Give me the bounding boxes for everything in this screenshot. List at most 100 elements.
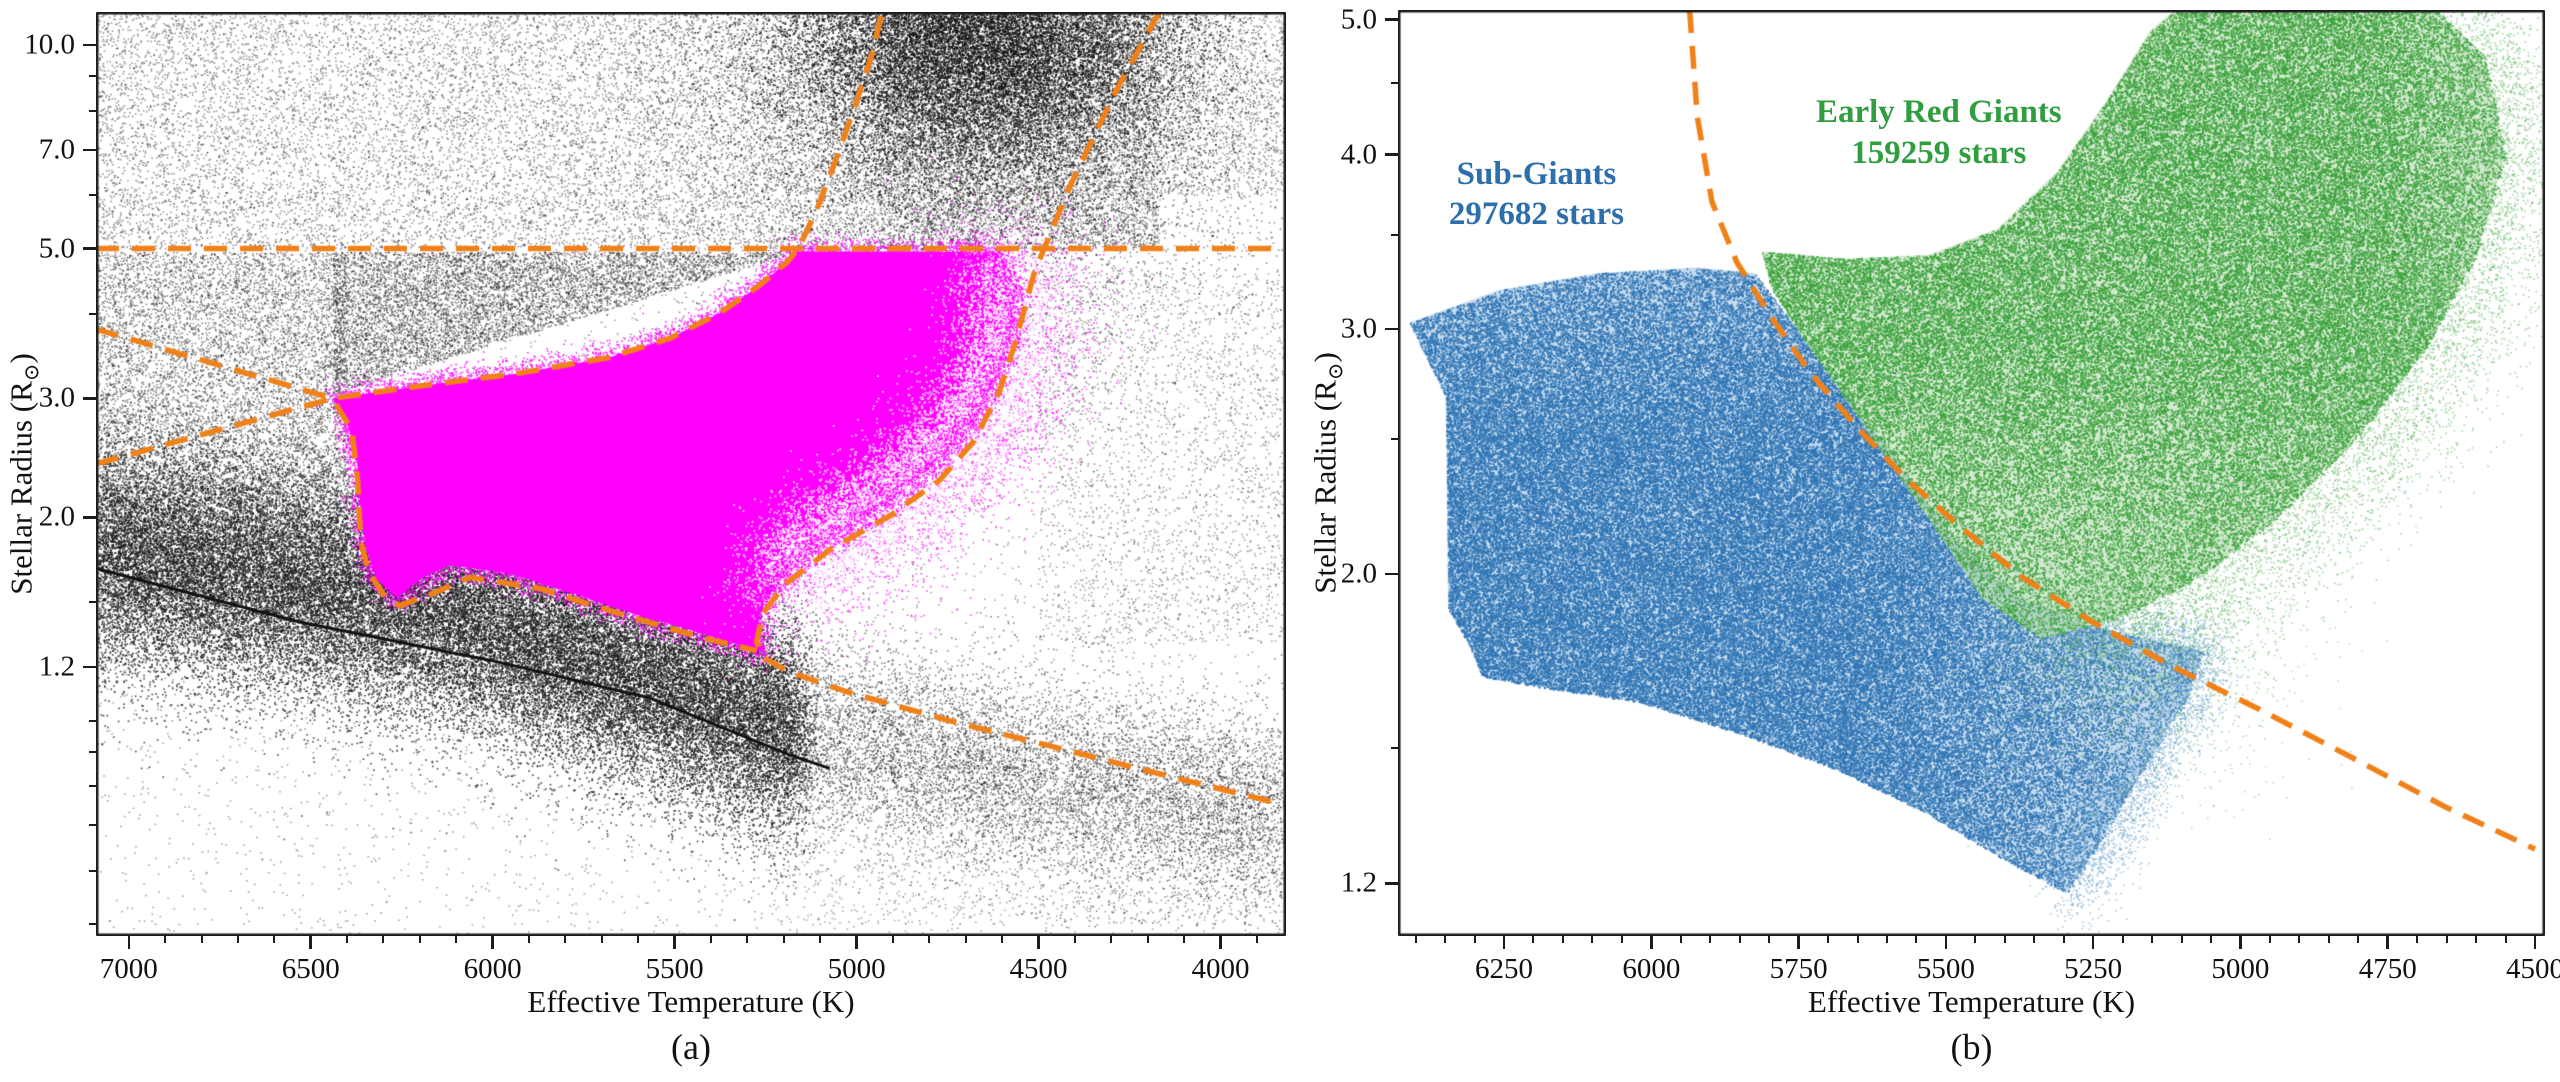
x-major-tick — [2239, 936, 2242, 949]
x-tick-label: 7000 — [99, 953, 158, 985]
x-major-tick — [2386, 936, 2389, 949]
x-major-tick — [127, 936, 130, 949]
y-axis-title-b: Stellar Radius (R⊙) — [1307, 352, 1348, 594]
y-minor-tick — [89, 719, 96, 722]
x-tick-label: 4500 — [2505, 953, 2560, 985]
y-tick-label: 5.0 — [38, 232, 75, 265]
y-axis-title-text-b: Stellar Radius (R — [1307, 380, 1343, 594]
plot-area-a: 7000 6500 6000 5500 5000 4500 4000 10.0 7.0 5.0 3.… — [24, 12, 1286, 985]
x-minor-tick — [1473, 936, 1476, 943]
y-tick-label: 7.0 — [38, 133, 75, 166]
subfigure-caption-b: (b) — [1950, 1027, 1993, 1067]
x-minor-tick — [455, 936, 458, 943]
scatter-canvas-a — [96, 12, 1286, 936]
x-minor-tick — [2062, 936, 2065, 943]
x-minor-tick — [782, 936, 785, 943]
x-minor-tick — [200, 936, 203, 943]
x-minor-tick — [1885, 936, 1888, 943]
y-tick-label: 10.0 — [24, 28, 75, 61]
y-minor-tick — [89, 785, 96, 788]
x-tick-label: 5000 — [2211, 953, 2270, 985]
annotation-giants-count: 159259 stars — [1851, 134, 2027, 171]
x-major-tick — [1219, 936, 1222, 949]
y-major-tick — [83, 665, 96, 669]
x-tick-label: 6000 — [1622, 953, 1681, 985]
y-tick-label: 1.2 — [1340, 866, 1377, 899]
x-minor-tick — [1856, 936, 1859, 943]
x-major-tick — [1037, 936, 1040, 949]
y-minor-tick — [89, 194, 96, 197]
y-major-tick — [1385, 153, 1398, 156]
y-minor-tick — [89, 109, 96, 112]
x-minor-tick — [819, 936, 822, 943]
x-major-tick — [1650, 936, 1653, 949]
y-tick-label: 3.0 — [1340, 312, 1377, 345]
x-minor-tick — [2298, 936, 2301, 943]
x-axis-title-b: Effective Temperature (K) — [1807, 984, 2136, 1019]
x-minor-tick — [1827, 936, 1830, 943]
x-minor-tick — [1146, 936, 1149, 943]
x-minor-tick — [564, 936, 567, 943]
annotation-subgiants: Sub-Giants 297682 stars — [1449, 153, 1624, 234]
y-major-tick — [83, 247, 96, 250]
x-minor-tick — [2121, 936, 2124, 943]
y-minor-tick — [89, 824, 96, 827]
y-minor-tick — [89, 750, 96, 753]
sun-symbol-b: ⊙ — [1323, 362, 1348, 381]
x-minor-tick — [710, 936, 712, 943]
x-major-tick — [1944, 936, 1948, 949]
y-tick-label: 3.0 — [38, 381, 75, 414]
x-minor-tick — [1679, 936, 1682, 943]
x-major-tick — [673, 936, 676, 949]
x-minor-tick — [1532, 936, 1535, 943]
x-tick-label: 6500 — [281, 953, 340, 985]
x-minor-tick — [1709, 936, 1712, 943]
x-minor-tick — [346, 936, 349, 943]
x-minor-tick — [1073, 936, 1076, 943]
x-minor-tick — [2180, 936, 2183, 943]
x-minor-tick — [600, 936, 603, 943]
y-major-tick — [1385, 572, 1398, 576]
y-major-tick — [1385, 18, 1398, 21]
x-minor-tick — [2151, 936, 2154, 943]
y-minor-tick — [1391, 82, 1398, 85]
x-axis-title-a: Effective Temperature (K) — [527, 984, 855, 1019]
scatter-canvas-b — [1398, 10, 2545, 936]
x-minor-tick — [1414, 936, 1417, 943]
x-minor-tick — [2504, 936, 2507, 943]
subfigure-caption-a: (a) — [671, 1027, 711, 1067]
x-tick-label: 5500 — [645, 953, 704, 985]
x-minor-tick — [2268, 936, 2271, 943]
x-minor-tick — [1974, 936, 1977, 943]
x-tick-label: 6250 — [1475, 953, 1534, 985]
x-tick-label: 4750 — [2358, 953, 2417, 985]
y-tick-label: 2.0 — [38, 500, 75, 533]
x-minor-tick — [928, 936, 931, 943]
x-tick-label: 5750 — [1769, 953, 1828, 985]
x-tick-label: 5000 — [827, 953, 886, 985]
x-minor-tick — [1591, 936, 1594, 943]
y-major-tick — [1385, 882, 1398, 885]
y-tick-label: 4.0 — [1340, 138, 1377, 171]
x-minor-tick — [273, 936, 276, 943]
x-minor-tick — [1183, 936, 1186, 943]
y-major-tick — [83, 43, 96, 47]
x-major-tick — [309, 936, 312, 949]
y-major-tick — [83, 148, 96, 152]
x-minor-tick — [2209, 936, 2212, 943]
x-minor-tick — [1001, 936, 1004, 943]
y-minor-tick — [1391, 438, 1398, 441]
x-tick-label: 5500 — [1916, 953, 1975, 985]
y-major-tick — [83, 516, 96, 519]
x-minor-tick — [2475, 936, 2478, 943]
x-tick-label: 5250 — [2064, 953, 2123, 985]
x-minor-tick — [2003, 936, 2006, 943]
x-minor-tick — [2416, 936, 2419, 943]
x-minor-tick — [746, 936, 749, 943]
x-minor-tick — [2033, 936, 2036, 943]
x-tick-label: 6000 — [463, 953, 522, 985]
annotation-early-red-giants: Early Red Giants 159259 stars — [1816, 92, 2062, 173]
x-minor-tick — [891, 936, 894, 943]
x-minor-tick — [382, 936, 385, 943]
x-minor-tick — [1738, 936, 1741, 943]
